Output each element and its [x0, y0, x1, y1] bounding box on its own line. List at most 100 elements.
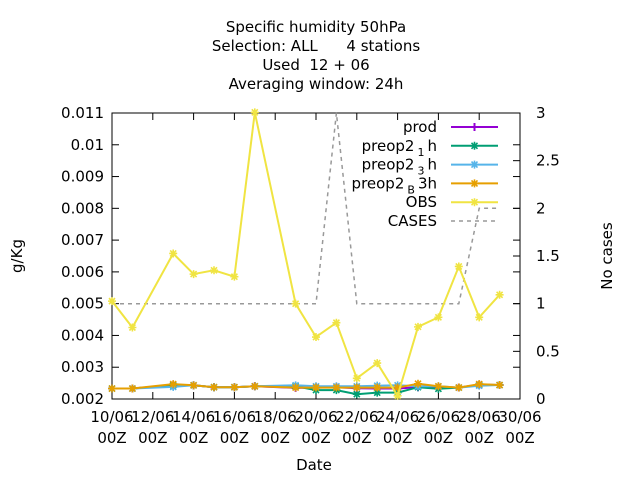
legend-marker: [470, 179, 479, 188]
data-point: [108, 297, 116, 306]
legend-label-rest: h: [427, 156, 437, 174]
legend-label: preop2 1 h: [362, 137, 437, 159]
x-tick-label-time: 00Z: [179, 429, 208, 447]
data-point: [291, 299, 300, 308]
legend-label-main: CASES: [388, 212, 437, 230]
legend-label-main: preop2: [352, 174, 405, 192]
data-point: [454, 262, 463, 271]
data-point: [373, 388, 382, 397]
y-tick-label: 0.008: [61, 199, 104, 217]
x-tick-label-time: 00Z: [383, 429, 412, 447]
title-line-2: Selection: ALL 4 stations: [212, 37, 420, 55]
x-tick-label-date: 18/06: [254, 408, 297, 426]
series-cases: [112, 112, 500, 305]
legend-label: prod: [403, 118, 437, 136]
legend-marker: [470, 141, 479, 150]
data-point: [230, 272, 239, 281]
x-tick-label-date: 30/06: [498, 408, 541, 426]
series-preop2-b-3h: [108, 379, 504, 393]
x-tick-label-date: 10/06: [90, 408, 133, 426]
data-point: [352, 383, 361, 392]
data-point: [414, 322, 422, 331]
title-line-3: Used 12 + 06: [262, 56, 369, 74]
data-point: [373, 359, 382, 368]
y2-tick-label: 0.5: [536, 342, 560, 360]
x-tick-label-date: 28/06: [458, 408, 501, 426]
data-point: [210, 383, 218, 392]
data-point: [434, 382, 443, 391]
x-tick-label-date: 14/06: [172, 408, 215, 426]
y-tick-label: 0.009: [61, 168, 104, 186]
y-axis-ticks: 0.002 0.003 0.004 0.005 0.006 0.007 0.008 0.009…: [61, 104, 520, 408]
x-tick-label-time: 00Z: [220, 429, 249, 447]
x-axis-ticks: 10/0600Z12/0600Z14/0600Z16/0600Z18/0600Z…: [90, 113, 542, 447]
series-layer: [108, 108, 504, 400]
x-tick-label-time: 00Z: [342, 429, 371, 447]
data-point: [434, 313, 443, 322]
data-point: [352, 390, 361, 399]
x-tick-label-time: 00Z: [138, 429, 167, 447]
data-point: [332, 318, 341, 327]
y2-tick-label: 2: [536, 199, 546, 217]
y-axis-label: g/Kg: [8, 239, 26, 273]
legend-label-main: preop2: [362, 156, 415, 174]
chart-title: Specific humidity 50hPa Selection: ALL 4…: [212, 18, 420, 93]
legend-marker: [470, 198, 479, 207]
legend-label-rest: h: [427, 137, 437, 155]
series-line: [112, 112, 500, 305]
x-tick-label-time: 00Z: [301, 429, 330, 447]
data-point: [189, 381, 198, 390]
x-tick-label-date: 26/06: [417, 408, 460, 426]
y2-tick-label: 2.5: [536, 152, 560, 170]
x-tick-label-time: 00Z: [261, 429, 290, 447]
legend-label-sub: 3: [417, 165, 424, 178]
legend-label: preop2 B 3h: [352, 174, 437, 196]
y2-axis-ticks: 0 0.5 1 1.5 2 2.5 3: [513, 104, 560, 408]
x-tick-label-date: 12/06: [131, 408, 174, 426]
y-tick-label: 0.005: [61, 295, 104, 313]
x-tick-label-date: 16/06: [213, 408, 256, 426]
legend-marker: [470, 160, 479, 169]
legend-label-sub: B: [407, 183, 415, 196]
x-tick-label-time: 00Z: [465, 429, 494, 447]
legend-label-sub: 1: [417, 146, 424, 159]
data-point: [250, 382, 259, 391]
x-tick-label-time: 00Z: [505, 429, 534, 447]
data-point: [169, 380, 178, 389]
y-tick-label: 0.004: [61, 326, 104, 344]
legend-label-main: preop2: [362, 137, 415, 155]
data-point: [373, 383, 382, 392]
y-tick-label: 0.007: [61, 231, 104, 249]
data-point: [230, 383, 239, 392]
legend-label: preop2 3 h: [362, 156, 437, 178]
data-point: [250, 108, 259, 117]
data-point: [312, 383, 320, 392]
x-tick-label-date: 22/06: [335, 408, 378, 426]
data-point: [128, 384, 137, 393]
data-point: [393, 383, 402, 392]
title-line-1: Specific humidity 50hPa: [226, 18, 406, 36]
x-tick-label-time: 00Z: [97, 429, 126, 447]
series-preop2-1-h: [108, 380, 504, 399]
y2-tick-label: 3: [536, 104, 546, 122]
data-point: [475, 313, 484, 322]
data-point: [332, 383, 341, 392]
legend-marker: [470, 123, 479, 131]
data-point: [352, 374, 361, 383]
data-point: [108, 384, 116, 393]
data-point: [128, 323, 137, 332]
y2-tick-label: 1.5: [536, 247, 560, 265]
y2-tick-label: 0: [536, 390, 546, 408]
y-tick-label: 0.002: [61, 390, 104, 408]
data-point: [169, 249, 178, 258]
legend-label-rest: 3h: [418, 174, 437, 192]
x-tick-label-date: 20/06: [294, 408, 337, 426]
x-tick-label-time: 00Z: [424, 429, 453, 447]
data-point: [495, 290, 504, 299]
title-line-4: Averaging window: 24h: [229, 75, 404, 93]
y-tick-label: 0.011: [61, 104, 104, 122]
y-tick-label: 0.006: [61, 263, 104, 281]
